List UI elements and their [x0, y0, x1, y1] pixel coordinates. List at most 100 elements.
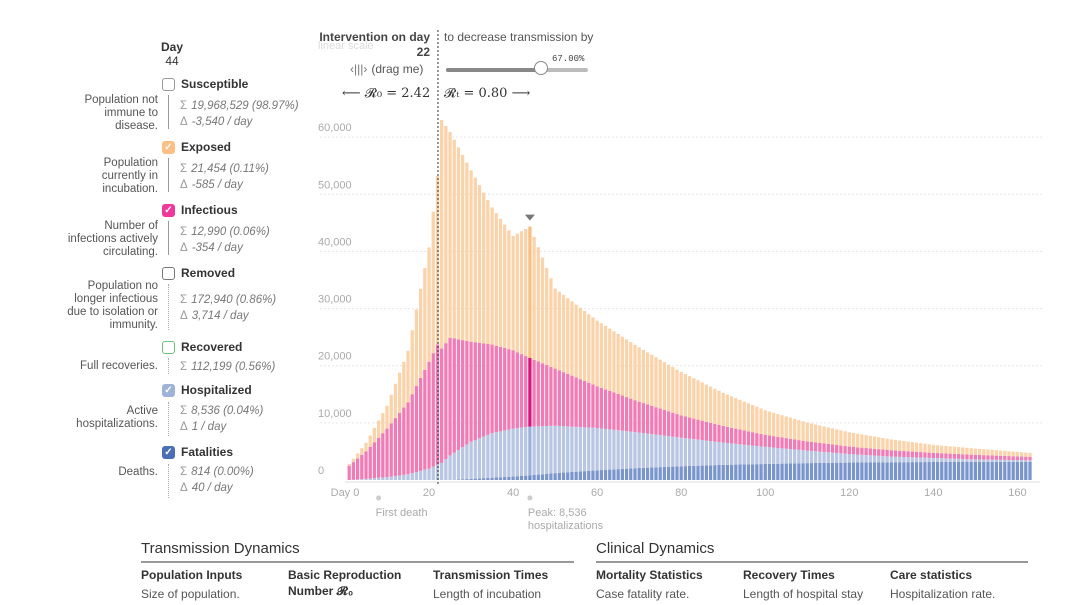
- bar-infectious: [1011, 456, 1015, 461]
- bar-exposed: [364, 442, 368, 452]
- bar-fatalities: [486, 477, 490, 480]
- bar-infectious: [675, 414, 679, 438]
- exposed-checkbox[interactable]: ✓: [162, 140, 175, 154]
- bar-hospitalized: [977, 459, 982, 462]
- hospitalized-checkbox[interactable]: ✓: [162, 383, 175, 397]
- bar-infectious: [570, 375, 574, 427]
- bar-infectious: [864, 448, 868, 456]
- bar-hospitalized: [675, 437, 679, 467]
- decrease-slider[interactable]: [446, 61, 588, 75]
- bar-infectious: [629, 398, 633, 432]
- bar-infectious: [498, 346, 503, 432]
- compartment-infectious[interactable]: ✓ Infectious: [162, 201, 238, 219]
- bar-exposed: [503, 224, 507, 348]
- bar-exposed: [750, 405, 755, 433]
- fatalities-delta: 40 / day: [191, 482, 233, 494]
- bar-infectious: [961, 454, 965, 459]
- bar-hospitalized: [414, 472, 419, 480]
- bar-exposed: [692, 378, 696, 419]
- bar-fatalities: [692, 465, 696, 480]
- bar-fatalities: [805, 463, 809, 480]
- bar-exposed: [839, 430, 843, 446]
- bar-exposed: [864, 435, 868, 449]
- bar-infectious: [389, 423, 393, 477]
- bar-infectious: [696, 419, 700, 440]
- decrease-percent: 67.00%: [552, 54, 585, 64]
- bar-exposed: [914, 442, 919, 452]
- compartment-fatalities[interactable]: ✓ Fatalities: [162, 443, 233, 461]
- bar-fatalities: [898, 462, 902, 480]
- x-tick-label: 140: [924, 487, 942, 499]
- bar-hospitalized: [776, 447, 780, 464]
- mortality-heading: Mortality Statistics: [596, 568, 703, 582]
- bar-infectious: [982, 455, 986, 460]
- bar-hospitalized: [461, 447, 465, 480]
- bar-infectious: [440, 348, 444, 463]
- bar-hospitalized: [679, 437, 683, 467]
- bar-exposed: [835, 429, 839, 446]
- bar-hospitalized: [595, 428, 599, 471]
- bar-hospitalized: [759, 446, 763, 465]
- hospitalized-description: Active hospitalizations.: [76, 405, 158, 431]
- bar-exposed: [948, 446, 952, 454]
- bar-hospitalized: [666, 436, 671, 467]
- compartment-recovered[interactable]: Recovered: [162, 338, 242, 356]
- bar-fatalities: [494, 477, 498, 480]
- bar-exposed: [666, 364, 671, 412]
- bar-infectious: [793, 439, 797, 450]
- bar-hospitalized: [881, 456, 885, 463]
- infectious-checkbox[interactable]: ✓: [162, 203, 175, 217]
- desc-line: Population not: [84, 94, 158, 106]
- bar-hospitalized: [469, 441, 473, 479]
- bar-hospitalized: [406, 474, 410, 480]
- bar-hospitalized: [847, 454, 851, 463]
- bar-infectious: [381, 433, 385, 478]
- bar-fatalities: [835, 462, 839, 480]
- bar-fatalities: [687, 466, 692, 480]
- desc-line: Population no: [87, 280, 158, 292]
- transmission-rule: [141, 561, 574, 563]
- bar-infectious: [419, 377, 423, 471]
- desc-line: hospitalizations.: [76, 418, 158, 430]
- bar-infectious: [608, 390, 612, 430]
- bar-exposed: [755, 406, 759, 434]
- removed-checkbox[interactable]: [162, 266, 175, 280]
- bar-exposed: [965, 447, 969, 455]
- bar-infectious: [809, 441, 814, 451]
- bar-hospitalized: [372, 478, 377, 480]
- day-value: 44: [165, 54, 179, 68]
- bar-exposed: [608, 328, 612, 391]
- bar-hospitalized: [713, 441, 717, 466]
- bar-fatalities: [952, 462, 956, 480]
- bar-hospitalized: [389, 476, 393, 480]
- bar-infectious: [692, 418, 696, 440]
- bar-fatalities: [507, 476, 511, 480]
- bar-fatalities: [511, 476, 515, 480]
- bar-infectious: [364, 451, 368, 479]
- bar-hospitalized: [532, 426, 536, 475]
- compartment-susceptible[interactable]: Susceptible: [162, 75, 248, 93]
- day-label: Day: [160, 40, 183, 54]
- compartment-hospitalized[interactable]: ✓ Hospitalized: [162, 381, 252, 399]
- bar-infectious: [805, 441, 809, 451]
- bar-exposed: [851, 433, 856, 447]
- bar-exposed: [889, 439, 893, 451]
- bar-hospitalized: [671, 436, 675, 467]
- bar-hospitalized: [494, 432, 498, 478]
- recovered-checkbox[interactable]: [162, 340, 175, 354]
- bar-infectious: [763, 434, 767, 447]
- recovery-text: Length of hospital stay: [743, 587, 864, 601]
- bar-hospitalized: [914, 457, 919, 463]
- bar-infectious: [469, 341, 473, 442]
- intervention-drag-handle[interactable]: ‹|||› (drag me): [350, 62, 423, 76]
- compartment-exposed[interactable]: ✓ Exposed: [162, 138, 231, 156]
- slider-knob[interactable]: [534, 61, 549, 75]
- fatalities-checkbox[interactable]: ✓: [162, 445, 175, 459]
- compartment-removed[interactable]: Removed: [162, 264, 235, 282]
- bar-fatalities: [532, 474, 536, 480]
- bar-hospitalized: [456, 449, 461, 480]
- bar-infectious: [435, 344, 440, 465]
- susceptible-checkbox[interactable]: [162, 77, 175, 91]
- bar-exposed: [721, 392, 725, 426]
